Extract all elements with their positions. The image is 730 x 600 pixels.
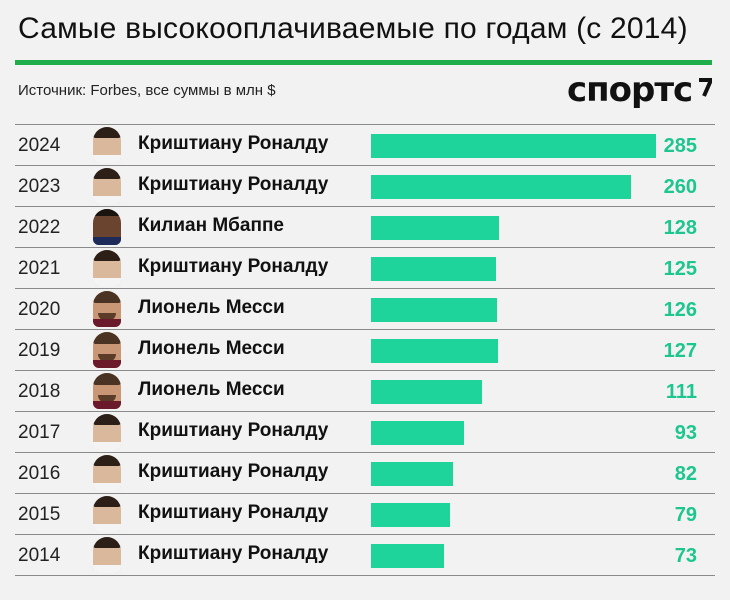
- value-bar: [371, 175, 631, 199]
- player-name: Лионель Месси: [138, 338, 285, 359]
- chart-row: 2022 Килиан Мбаппе 128: [15, 206, 715, 247]
- chart-row: 2016 Криштиану Роналду 82: [15, 452, 715, 493]
- player-name: Лионель Месси: [138, 297, 285, 318]
- avatar-hair: [93, 168, 121, 179]
- value-bar: [371, 421, 464, 445]
- chart-rows: 2024 Криштиану Роналду 285 2023 Криштиану Ро…: [15, 124, 715, 576]
- player-name: Криштиану Роналду: [138, 174, 329, 195]
- year-label: 2017: [18, 422, 61, 443]
- player-avatar: [93, 127, 121, 163]
- player-avatar: [93, 291, 121, 327]
- player-avatar: [93, 455, 121, 491]
- avatar-shirt: [93, 442, 121, 450]
- year-label: 2015: [18, 504, 61, 525]
- avatar-shirt: [93, 401, 121, 409]
- logo-slash-icon: [699, 78, 712, 97]
- player-name: Криштиану Роналду: [138, 256, 329, 277]
- player-name: Килиан Мбаппе: [138, 215, 284, 236]
- value-bar: [371, 257, 496, 281]
- avatar-beard: [98, 395, 116, 403]
- avatar-beard: [98, 313, 116, 321]
- value-label: 111: [665, 381, 697, 403]
- year-label: 2014: [18, 545, 61, 566]
- value-label: 260: [663, 176, 697, 198]
- avatar-hair: [93, 414, 121, 425]
- value-bar: [371, 503, 450, 527]
- player-avatar: [93, 414, 121, 450]
- chart-row: 2019 Лионель Месси 127: [15, 329, 715, 370]
- avatar-hair: [93, 127, 121, 138]
- value-label: 82: [674, 463, 697, 485]
- chart-title: Самые высокооплачиваемые по годам (с 201…: [18, 12, 688, 45]
- chart-row: 2014 Криштиану Роналду 73: [15, 534, 715, 576]
- value-label: 127: [663, 340, 697, 362]
- year-label: 2020: [18, 299, 61, 320]
- year-label: 2019: [18, 340, 61, 361]
- player-avatar: [93, 250, 121, 286]
- value-label: 79: [674, 504, 697, 526]
- chart-row: 2015 Криштиану Роналду 79: [15, 493, 715, 534]
- avatar-beard: [98, 354, 116, 362]
- avatar-shirt: [93, 319, 121, 327]
- avatar-shirt: [93, 360, 121, 368]
- chart-row: 2021 Криштиану Роналду 125: [15, 247, 715, 288]
- value-label: 125: [663, 258, 697, 280]
- avatar-shirt: [93, 565, 121, 573]
- source-note: Источник: Forbes, все суммы в млн $: [18, 82, 276, 99]
- value-label: 93: [674, 422, 697, 444]
- avatar-hair: [93, 496, 121, 507]
- avatar-hair: [93, 209, 121, 216]
- player-name: Криштиану Роналду: [138, 420, 329, 441]
- value-label: 128: [663, 217, 697, 239]
- avatar-hair: [93, 332, 121, 344]
- player-name: Криштиану Роналду: [138, 543, 329, 564]
- player-avatar: [93, 373, 121, 409]
- chart-row: 2024 Криштиану Роналду 285: [15, 124, 715, 165]
- chart-row: 2020 Лионель Месси 126: [15, 288, 715, 329]
- avatar-shirt: [93, 237, 121, 245]
- avatar-shirt: [93, 155, 121, 163]
- player-name: Криштиану Роналду: [138, 133, 329, 154]
- avatar-shirt: [93, 524, 121, 532]
- player-avatar: [93, 537, 121, 573]
- year-label: 2023: [18, 176, 61, 197]
- player-name: Лионель Месси: [138, 379, 285, 400]
- year-label: 2016: [18, 463, 61, 484]
- avatar-hair: [93, 455, 121, 466]
- value-bar: [371, 462, 453, 486]
- player-avatar: [93, 496, 121, 532]
- avatar-hair: [93, 373, 121, 385]
- title-underline: [15, 60, 712, 65]
- avatar-shirt: [93, 278, 121, 286]
- chart-row: 2023 Криштиану Роналду 260: [15, 165, 715, 206]
- avatar-hair: [93, 291, 121, 303]
- value-bar: [371, 380, 482, 404]
- year-label: 2021: [18, 258, 61, 279]
- player-avatar: [93, 332, 121, 368]
- value-label: 73: [674, 545, 697, 567]
- year-label: 2024: [18, 135, 61, 156]
- value-bar: [371, 298, 497, 322]
- value-label: 285: [663, 135, 697, 157]
- avatar-hair: [93, 537, 121, 548]
- value-bar: [371, 134, 656, 158]
- year-label: 2022: [18, 217, 61, 238]
- year-label: 2018: [18, 381, 61, 402]
- chart-row: 2017 Криштиану Роналду 93: [15, 411, 715, 452]
- avatar-shirt: [93, 196, 121, 204]
- chart-row: 2018 Лионель Месси 111: [15, 370, 715, 411]
- avatar-shirt: [93, 483, 121, 491]
- sports-logo: спортс: [567, 70, 693, 110]
- value-bar: [371, 544, 444, 568]
- value-bar: [371, 216, 499, 240]
- player-avatar: [93, 168, 121, 204]
- avatar-hair: [93, 250, 121, 261]
- value-bar: [371, 339, 498, 363]
- player-name: Криштиану Роналду: [138, 502, 329, 523]
- value-label: 126: [663, 299, 697, 321]
- player-name: Криштиану Роналду: [138, 461, 329, 482]
- player-avatar: [93, 209, 121, 245]
